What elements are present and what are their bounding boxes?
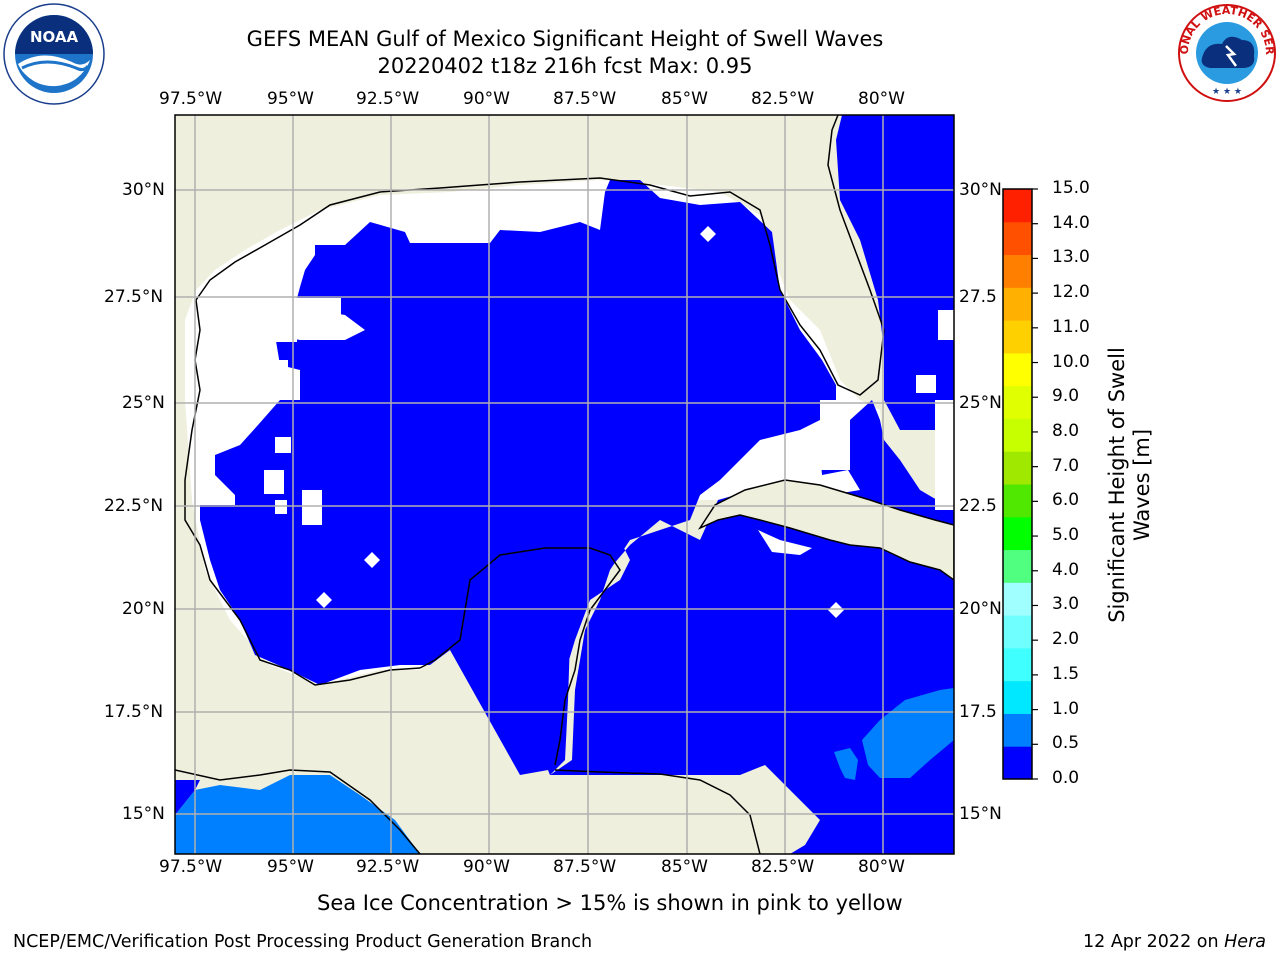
lat-label-left: 27.5°N: [104, 287, 164, 307]
chart-subtitle: 20220402 t18z 216h fcst Max: 0.95: [377, 54, 753, 78]
mexico-coastline: [184, 299, 421, 686]
colorbar-tick-label: 13.0: [1052, 247, 1090, 268]
colorbar-tick-label: 14.0: [1052, 212, 1090, 233]
lat-label-left: 15°N: [122, 804, 165, 824]
lon-label-top: 85°W: [661, 89, 708, 109]
colorbar-tick-label: 7.0: [1052, 455, 1080, 476]
colorbar-tick-label: 5.0: [1052, 525, 1080, 546]
lon-label-top: 82.5°W: [751, 89, 815, 109]
colorbar-segment: [1003, 287, 1032, 321]
colorbar-segment: [1003, 189, 1032, 223]
lon-label-top: 80°W: [858, 89, 905, 109]
lon-label-top: 92.5°W: [356, 89, 420, 109]
noaa-logo: NOAA: [2, 2, 106, 106]
lon-label-bottom: 95°W: [267, 857, 314, 877]
lat-label-right: 15°N: [959, 804, 1002, 824]
colorbar-segment: [1003, 615, 1032, 649]
nodata-speckles: [222, 226, 954, 618]
colorbar-segment: [1003, 320, 1032, 354]
lon-label-bottom: 82.5°W: [751, 857, 815, 877]
lat-label-left: 25°N: [122, 393, 165, 413]
footer-date-text: 12 Apr 2022 on: [1083, 932, 1225, 952]
colorbar-segment: [1003, 647, 1032, 682]
colorbar-tick-label: 8.0: [1052, 420, 1080, 441]
colorbar-tick-label: 1.5: [1052, 663, 1080, 684]
noaa-logo-text: NOAA: [30, 28, 79, 46]
lon-label-top: 87.5°W: [553, 89, 617, 109]
lon-label-bottom: 92.5°W: [356, 857, 420, 877]
colorbar-label-line1: Significant Height of Swell: [1105, 347, 1129, 623]
lat-label-left: 30°N: [122, 180, 165, 200]
colorbar-segment: [1003, 680, 1032, 714]
colorbar-tick-label: 11.0: [1052, 316, 1090, 337]
lon-label-top: 95°W: [267, 89, 314, 109]
colorbar-tick-label: 9.0: [1052, 386, 1080, 407]
honduras-coastline: [554, 769, 761, 854]
lat-label-left: 20°N: [122, 599, 165, 619]
lat-label-right: 25°N: [959, 393, 1002, 413]
colorbar-segment: [1003, 418, 1032, 452]
colorbar-tick-label: 15.0: [1052, 178, 1090, 198]
colorbar-tick-label: 6.0: [1052, 490, 1080, 511]
lon-label-bottom: 87.5°W: [553, 857, 617, 877]
lon-label-bottom: 90°W: [463, 857, 510, 877]
lon-label-top: 90°W: [463, 89, 510, 109]
colorbar-segment: [1003, 385, 1032, 419]
footer-host: Hera: [1224, 932, 1266, 952]
lat-label-left: 17.5°N: [104, 702, 164, 722]
gulf-swell-field: [200, 115, 954, 854]
lon-label-bottom: 85°W: [661, 857, 708, 877]
colorbar-tick-label: 4.0: [1052, 559, 1080, 580]
chart-title: GEFS MEAN Gulf of Mexico Significant Hei…: [246, 27, 884, 51]
colorbar-label-line2: Waves [m]: [1130, 428, 1154, 542]
cuba-land: [697, 479, 954, 581]
colorbar-tick-label: 0.0: [1052, 768, 1080, 788]
footer-date: 12 Apr 2022 on Hera: [1083, 932, 1266, 952]
colorbar-tick-label: 1.0: [1052, 698, 1080, 719]
footer-credit: NCEP/EMC/Verification Post Processing Pr…: [13, 932, 593, 952]
caribbean-swell-field-0-5m: [862, 688, 954, 778]
colorbar-tick-label: 2.0: [1052, 629, 1080, 650]
colorbar-segment: [1003, 484, 1032, 518]
lat-label-left: 22.5°N: [104, 496, 164, 516]
caribbean-swell-patch: [834, 748, 858, 780]
lat-label-right: 17.5: [959, 702, 997, 722]
sea-ice-note: Sea Ice Concentration > 15% is shown in …: [317, 891, 903, 915]
colorbar-tick-label: 3.0: [1052, 594, 1080, 615]
colorbar-segment: [1003, 254, 1032, 288]
colorbar-segment: [1003, 451, 1032, 485]
lat-label-right: 30°N: [959, 180, 1002, 200]
pacific-deep-edge: [175, 780, 200, 815]
graticule: [175, 115, 954, 854]
us-gulf-coastline: [195, 115, 885, 396]
colorbar-segment: [1003, 713, 1032, 747]
colorbar-segment: [1003, 582, 1032, 616]
map-frame: [174, 114, 955, 855]
colorbar-segment: [1003, 221, 1032, 256]
colorbar-segment: [1003, 352, 1032, 387]
lon-label-top: 97.5°W: [159, 89, 223, 109]
colorbar-segment: [1003, 516, 1032, 551]
central-america-coastline: [175, 769, 421, 854]
lon-label-bottom: 80°W: [858, 857, 905, 877]
colorbar-tick-label: 10.0: [1052, 351, 1090, 372]
lat-label-right: 22.5: [959, 496, 997, 516]
colorbar-tick-label: 12.0: [1052, 282, 1090, 303]
colorbar: [1002, 188, 1038, 780]
colorbar-segment: [1003, 746, 1032, 780]
svg-text:★ ★ ★: ★ ★ ★: [1212, 87, 1242, 97]
yucatan-coastline: [419, 547, 621, 766]
nws-logo: NATIONAL WEATHER SERVICE ★ ★ ★: [1171, 0, 1278, 104]
colorbar-tick-label: 0.5: [1052, 733, 1080, 754]
colorbar-segment: [1003, 549, 1032, 583]
lat-label-right: 27.5: [959, 287, 997, 307]
lat-label-right: 20°N: [959, 599, 1002, 619]
lon-label-bottom: 97.5°W: [159, 857, 223, 877]
